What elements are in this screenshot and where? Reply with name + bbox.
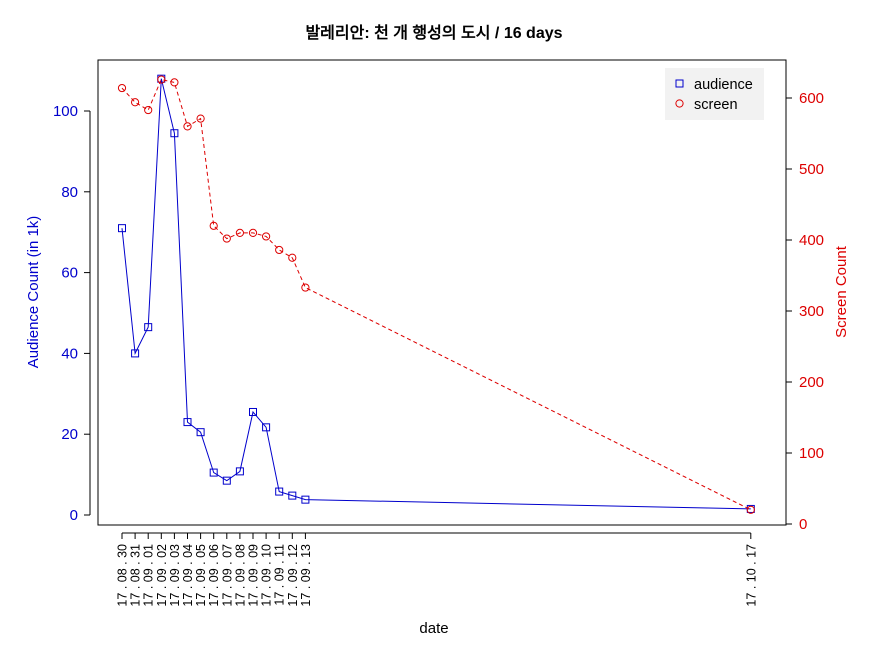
- data-point-screen: [288, 253, 297, 262]
- data-point-audience: [170, 129, 179, 138]
- data-point-screen: [275, 245, 284, 255]
- x-axis-tick-label: 17 . 10 . 17: [744, 544, 758, 607]
- chart-title: 발레리안: 천 개 행성의 도시 / 16 days: [305, 23, 562, 42]
- x-axis-tick-label: 17 . 09 . 02: [155, 544, 169, 607]
- x-axis-tick-label: 17 . 09 . 03: [168, 544, 182, 607]
- x-axis: 17 . 08 . 30 17 . 08 . 31 17 . 09 . 01 17 .…: [116, 532, 758, 607]
- x-axis-tick-label: 17 . 08 . 30: [116, 544, 130, 607]
- left-y-axis: 0 20 40 60 80 100: [53, 103, 91, 524]
- data-point-audience: [288, 491, 297, 500]
- data-point-audience: [196, 428, 205, 437]
- legend-marker-screen: [675, 99, 684, 108]
- left-axis-tick-label: 40: [61, 345, 78, 362]
- data-point-screen: [183, 122, 192, 131]
- data-point-audience: [222, 476, 231, 485]
- left-axis-tick-label: 0: [70, 507, 78, 524]
- right-y-axis-label: Screen Count: [833, 245, 850, 338]
- legend-label-audience: audience: [694, 77, 753, 93]
- data-point-audience: [235, 467, 244, 476]
- data-point-screen: [235, 228, 244, 237]
- right-axis-tick-label: 300: [799, 303, 824, 320]
- data-point-screen: [117, 83, 127, 93]
- legend-box: [665, 68, 764, 120]
- right-axis-tick-label: 600: [799, 90, 824, 107]
- series-line-screen: [121, 78, 752, 511]
- data-point-audience: [249, 407, 257, 416]
- right-y-axis: 0 100 200 300 400 500 600: [785, 90, 824, 533]
- x-axis-tick-label: 17 . 09 . 06: [207, 544, 221, 607]
- x-axis-tick-label: 17 . 09 . 08: [233, 544, 247, 607]
- data-point-screen: [157, 75, 166, 84]
- data-point-audience: [301, 495, 310, 504]
- data-point-screen: [131, 98, 140, 107]
- data-point-screen: [144, 105, 153, 115]
- data-point-screen: [222, 234, 231, 243]
- x-axis-tick-label: 17 . 08 . 31: [129, 544, 143, 607]
- data-point-screen: [248, 228, 258, 237]
- x-axis-tick-label: 17 . 09 . 10: [260, 544, 274, 607]
- series-layer: [117, 74, 755, 514]
- data-point-audience: [183, 418, 192, 427]
- plot-area-frame: [97, 59, 787, 526]
- data-point-screen: [209, 221, 218, 230]
- x-axis-tick-label: 17 . 09 . 09: [247, 544, 261, 607]
- left-y-axis-label: Audience Count (in 1k): [25, 216, 42, 369]
- left-axis-tick-label: 20: [61, 426, 78, 443]
- right-axis-tick-label: 500: [799, 161, 824, 178]
- x-axis-tick-label: 17 . 09 . 13: [299, 544, 313, 607]
- x-axis-label: date: [419, 620, 448, 637]
- data-point-audience: [275, 487, 284, 496]
- right-axis-tick-label: 0: [799, 516, 807, 533]
- data-point-screen: [196, 114, 205, 123]
- x-axis-tick-label: 17 . 09 . 01: [142, 544, 156, 607]
- data-point-screen: [262, 232, 271, 241]
- left-axis-tick-label: 100: [53, 103, 78, 120]
- legend-marker-audience: [675, 79, 684, 88]
- legend-label-screen: screen: [694, 97, 738, 113]
- series-line-audience: [121, 78, 751, 510]
- data-point-audience: [118, 224, 126, 233]
- data-point-audience: [131, 349, 140, 358]
- x-axis-tick-label: 17 . 09 . 07: [220, 544, 234, 607]
- x-axis-tick-label: 17 . 09 . 11: [273, 544, 287, 606]
- data-point-audience: [144, 323, 153, 332]
- data-point-screen: [301, 283, 310, 292]
- right-axis-tick-label: 100: [799, 445, 824, 462]
- x-axis-tick-label: 17 . 09 . 12: [286, 544, 300, 607]
- legend: audience screen: [665, 68, 764, 120]
- right-axis-tick-label: 400: [799, 232, 824, 249]
- data-point-audience: [209, 468, 218, 477]
- data-point-screen: [170, 78, 179, 87]
- right-axis-tick-label: 200: [799, 374, 824, 391]
- left-axis-tick-label: 80: [61, 184, 78, 201]
- data-point-screen: [746, 505, 755, 514]
- x-axis-tick-label: 17 . 09 . 04: [181, 544, 195, 607]
- left-axis-tick-label: 60: [61, 265, 78, 282]
- data-point-audience: [262, 423, 271, 432]
- x-axis-tick-label: 17 . 09 . 05: [194, 544, 208, 607]
